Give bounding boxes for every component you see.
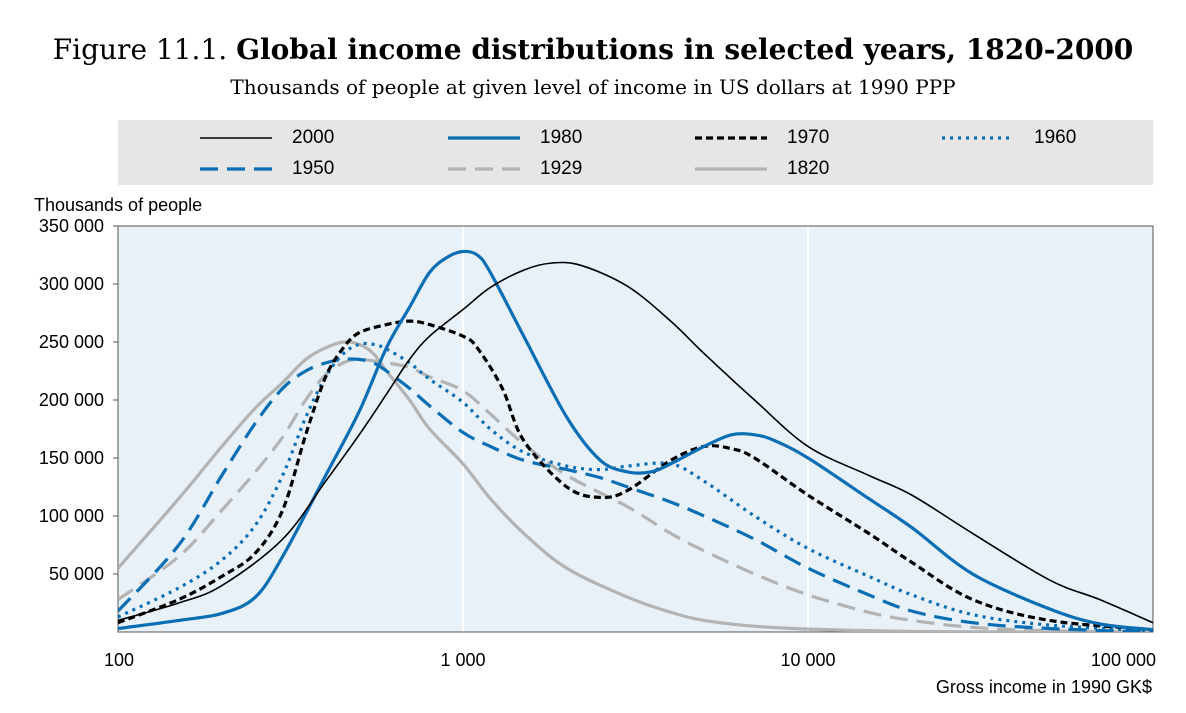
series-line-1970: [118, 319, 1153, 632]
legend-swatch: [695, 167, 767, 171]
y-tick-label: 50 000: [49, 564, 104, 584]
series-group: [118, 249, 1153, 632]
plot-frame: [117, 225, 1154, 633]
legend-swatch: [448, 136, 520, 140]
legend-label: 1980: [540, 127, 583, 148]
legend-item-1929: 1929: [448, 156, 608, 182]
figure-title: Figure 11.1. Global income distributions…: [0, 30, 1186, 70]
y-tick-label: 200 000: [39, 390, 104, 410]
legend-swatch: [200, 137, 272, 139]
legend-item-1950: 1950: [200, 156, 360, 182]
y-tick-label: 150 000: [39, 448, 104, 468]
series-line-2000: [118, 261, 1153, 624]
series-line-1929: [118, 357, 1153, 632]
legend-label: 1950: [292, 158, 335, 179]
plot-area: [118, 226, 1153, 632]
legend-swatch: [448, 167, 520, 171]
legend-label: 2000: [292, 127, 335, 148]
legend-item-1970: 1970: [695, 125, 855, 151]
y-tick-label: 100 000: [39, 506, 104, 526]
legend-label: 1929: [540, 158, 583, 179]
legend-item-1980: 1980: [448, 125, 608, 151]
x-tick-label: 10 000: [780, 650, 835, 670]
series-line-1820: [118, 340, 1153, 632]
x-tick-label: 1 000: [440, 650, 485, 670]
x-axis-label: Gross income in 1990 GK$: [935, 677, 1152, 697]
chart-legend: 2000 1980 1970 1960 1950 1929 1820: [118, 120, 1153, 185]
y-tick-label: 350 000: [39, 216, 104, 236]
legend-item-1820: 1820: [695, 156, 855, 182]
series-line-1980: [118, 249, 1153, 632]
legend-label: 1960: [1034, 127, 1077, 148]
y-tick-label: 300 000: [39, 274, 104, 294]
legend-item-1960: 1960: [942, 125, 1102, 151]
x-tick-label: 100 000: [1091, 650, 1156, 670]
x-tick-label: 100: [104, 650, 134, 670]
legend-label: 1820: [787, 158, 830, 179]
series-line-1960: [118, 341, 1153, 632]
figure-label: Figure 11.1.: [52, 33, 228, 66]
figure-subtitle: Thousands of people at given level of in…: [230, 75, 956, 99]
y-axis-label: Thousands of people: [34, 195, 203, 215]
legend-item-2000: 2000: [200, 125, 360, 151]
legend-label: 1970: [787, 127, 830, 148]
legend-swatch: [200, 167, 272, 171]
legend-swatch: [695, 136, 767, 140]
series-line-1950: [118, 357, 1153, 632]
y-tick-label: 250 000: [39, 332, 104, 352]
figure-title-text: Global income distributions in selected …: [236, 33, 1134, 66]
